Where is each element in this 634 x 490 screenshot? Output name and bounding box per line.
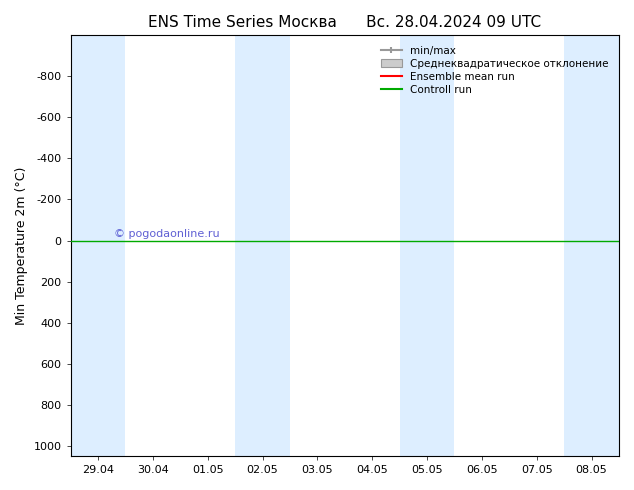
Bar xyxy=(70,35,126,456)
Y-axis label: Min Temperature 2m (°C): Min Temperature 2m (°C) xyxy=(15,167,28,325)
Bar xyxy=(399,35,455,456)
Bar xyxy=(235,35,290,456)
Title: ENS Time Series Москва      Вс. 28.04.2024 09 UTC: ENS Time Series Москва Вс. 28.04.2024 09… xyxy=(148,15,541,30)
Text: © pogodaonline.ru: © pogodaonline.ru xyxy=(115,229,220,239)
Bar xyxy=(564,35,619,456)
Legend: min/max, Среднеквадратическое отклонение, Ensemble mean run, Controll run: min/max, Среднеквадратическое отклонение… xyxy=(376,41,614,100)
